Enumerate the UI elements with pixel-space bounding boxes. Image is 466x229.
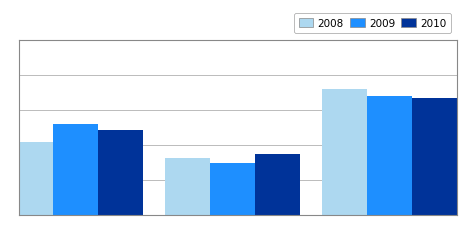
Bar [165,158,210,215]
Bar [367,97,412,215]
Bar [210,163,255,215]
Bar [412,99,457,215]
Bar [255,154,300,215]
Bar [53,125,98,215]
Bar [322,90,367,215]
Legend: 2008, 2009, 2010: 2008, 2009, 2010 [294,14,452,34]
Bar [98,130,143,215]
Bar [8,142,53,215]
